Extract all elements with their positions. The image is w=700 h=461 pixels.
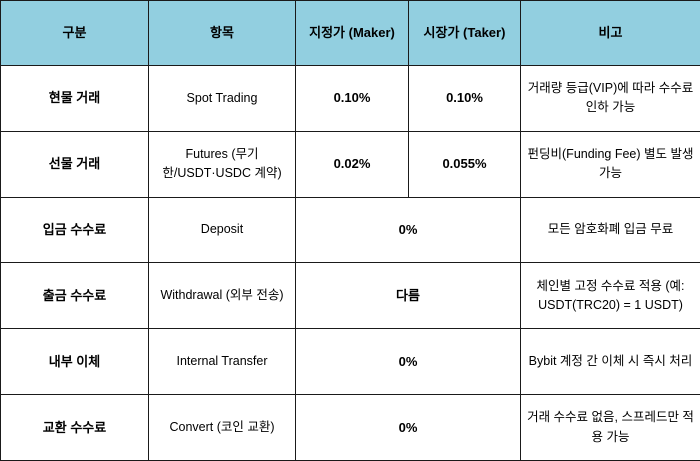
cell-merged-fee: 다름 [295,262,521,330]
table-row-internal-transfer: 내부 이체 Internal Transfer 0% Bybit 계정 간 이체… [0,328,700,396]
cell-merged-fee: 0% [295,328,521,396]
cell-maker-fee: 0.10% [295,65,409,132]
table-row-futures: 선물 거래 Futures (무기한/USDT·USDC 계약) 0.02% 0… [0,130,700,198]
header-cell-note: 비고 [520,0,700,66]
cell-item: Deposit [148,196,296,264]
cell-maker-fee: 0.02% [295,130,409,198]
table-header-row: 구분 항목 지정가 (Maker) 시장가 (Taker) 비고 [0,0,700,66]
cell-item: Spot Trading [148,65,296,132]
cell-note: 거래 수수료 없음, 스프레드만 적용 가능 [520,394,700,461]
cell-category: 선물 거래 [0,130,149,198]
table-row-deposit: 입금 수수료 Deposit 0% 모든 암호화폐 입금 무료 [0,196,700,264]
cell-item: Internal Transfer [148,328,296,396]
table-row-spot: 현물 거래 Spot Trading 0.10% 0.10% 거래량 등급(VI… [0,65,700,132]
cell-item: Withdrawal (외부 전송) [148,262,296,330]
header-cell-maker: 지정가 (Maker) [295,0,409,66]
cell-item: Futures (무기한/USDT·USDC 계약) [148,130,296,198]
table-row-withdrawal: 출금 수수료 Withdrawal (외부 전송) 다름 체인별 고정 수수료 … [0,262,700,330]
cell-merged-fee: 0% [295,394,521,461]
table-row-convert: 교환 수수료 Convert (코인 교환) 0% 거래 수수료 없음, 스프레… [0,394,700,461]
cell-category: 교환 수수료 [0,394,149,461]
cell-note: 모든 암호화폐 입금 무료 [520,196,700,264]
cell-taker-fee: 0.10% [408,65,521,132]
header-cell-item: 항목 [148,0,296,66]
cell-category: 입금 수수료 [0,196,149,264]
cell-note: 펀딩비(Funding Fee) 별도 발생 가능 [520,130,700,198]
header-cell-category: 구분 [0,0,149,66]
cell-taker-fee: 0.055% [408,130,521,198]
cell-item: Convert (코인 교환) [148,394,296,461]
cell-note: 체인별 고정 수수료 적용 (예: USDT(TRC20) = 1 USDT) [520,262,700,330]
header-cell-taker: 시장가 (Taker) [408,0,521,66]
cell-merged-fee: 0% [295,196,521,264]
cell-note: Bybit 계정 간 이체 시 즉시 처리 [520,328,700,396]
cell-category: 내부 이체 [0,328,149,396]
cell-category: 출금 수수료 [0,262,149,330]
cell-category: 현물 거래 [0,65,149,132]
cell-note: 거래량 등급(VIP)에 따라 수수료 인하 가능 [520,65,700,132]
